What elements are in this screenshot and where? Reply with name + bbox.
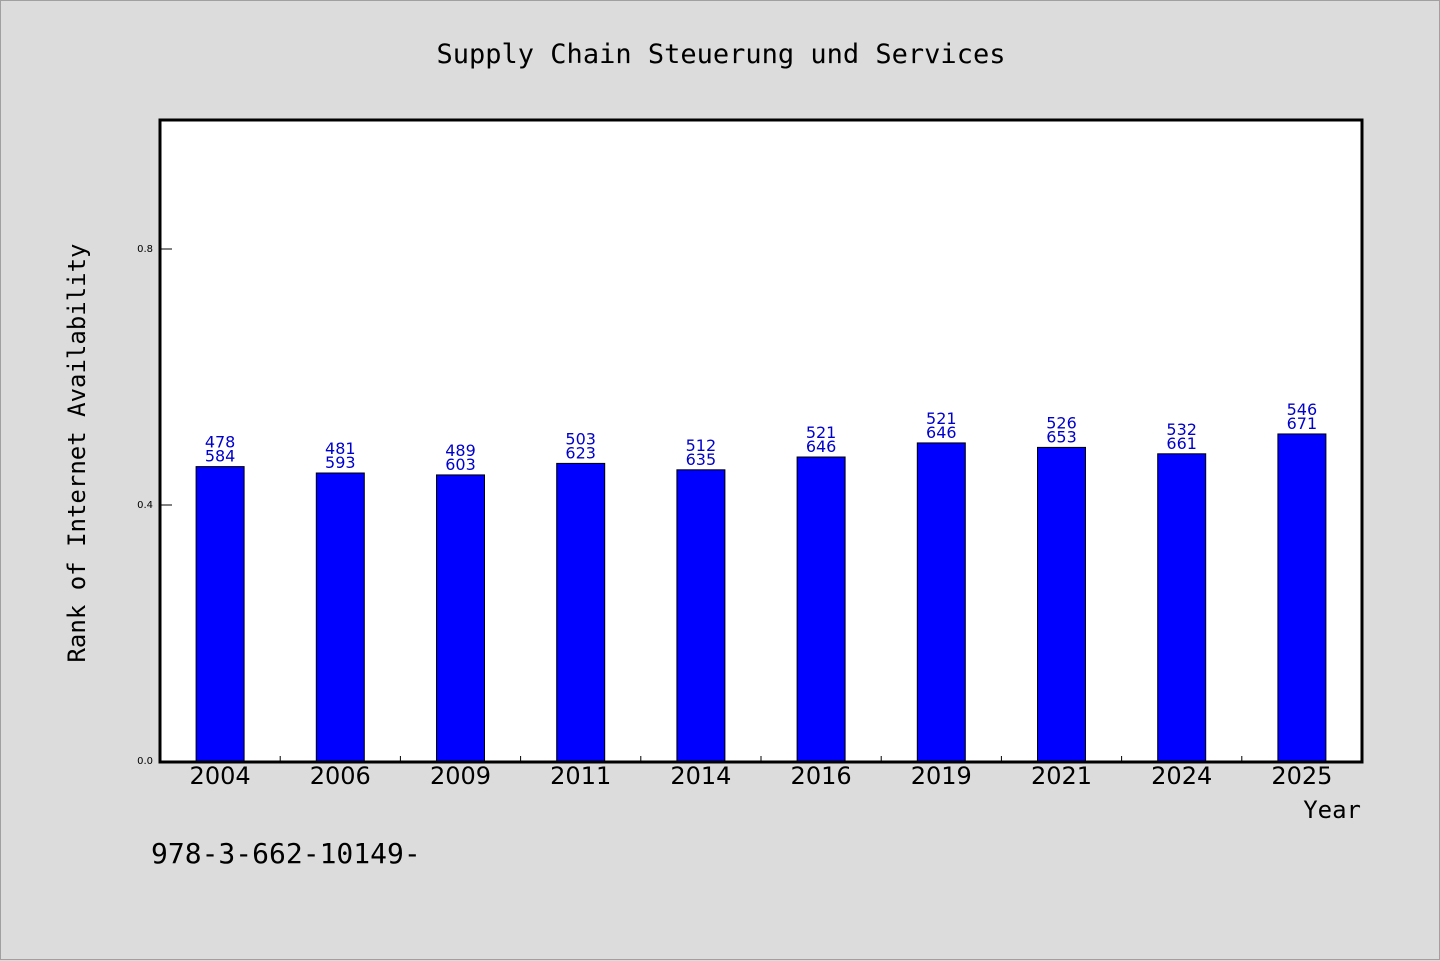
- bar-2025: [1277, 433, 1327, 762]
- isbn-footer: 978-3-662-10149-: [151, 837, 421, 870]
- data-label-top-2004: 478: [205, 433, 236, 452]
- bar-2019: [916, 442, 966, 762]
- y-axis-label: Rank of Internet Availability: [63, 243, 91, 662]
- y-tick-label-0.8: 0.8: [137, 244, 153, 255]
- y-tick-label-0.4: 0.4: [137, 500, 153, 511]
- chart-title: Supply Chain Steuerung und Services: [437, 39, 1006, 70]
- x-tick-label-2014: 2014: [670, 762, 731, 790]
- bar-2006: [315, 472, 365, 762]
- bar-2014: [676, 469, 726, 762]
- bars-layer: [195, 433, 1327, 762]
- data-label-bottom-2004: 584: [205, 447, 236, 466]
- x-tick-label-2025: 2025: [1271, 762, 1332, 790]
- x-tick-label-2019: 2019: [911, 762, 972, 790]
- data-label-top-2021: 526: [1046, 413, 1077, 432]
- data-label-bottom-2024: 661: [1166, 434, 1197, 453]
- x-axis-label: Year: [1303, 796, 1361, 824]
- x-tick-label-2009: 2009: [430, 762, 491, 790]
- data-label-top-2019: 521: [926, 409, 957, 428]
- x-tick-label-2016: 2016: [791, 762, 852, 790]
- x-tick-label-2011: 2011: [550, 762, 611, 790]
- bar-2009: [436, 474, 485, 762]
- y-tick-label-0.0: 0.0: [137, 756, 153, 767]
- data-label-bottom-2014: 635: [686, 450, 717, 469]
- x-axis-ticks: 2004 2006 2009 2011 2014 2016 2019 2021 2024 2025: [190, 756, 1332, 790]
- data-label-bottom-2019: 646: [926, 423, 957, 442]
- x-tick-label-2004: 2004: [190, 762, 251, 790]
- x-tick-label-2006: 2006: [310, 762, 371, 790]
- data-label-top-2014: 512: [686, 436, 717, 455]
- bar-2004: [195, 466, 245, 762]
- data-label-top-2025: 546: [1287, 400, 1318, 419]
- data-label-top-2016: 521: [806, 423, 837, 442]
- data-label-top-2024: 532: [1166, 420, 1197, 439]
- bar-2016: [796, 456, 846, 762]
- data-label-top-2009: 489: [445, 441, 476, 460]
- data-label-bottom-2006: 593: [325, 453, 356, 472]
- bar-2024: [1157, 453, 1207, 762]
- data-label-top-2011: 503: [565, 429, 596, 448]
- bar-2011: [556, 462, 606, 762]
- data-label-bottom-2016: 646: [806, 437, 837, 456]
- x-tick-label-2021: 2021: [1031, 762, 1092, 790]
- x-tick-label-2024: 2024: [1151, 762, 1212, 790]
- data-label-bottom-2025: 671: [1287, 414, 1318, 433]
- data-label-top-2006: 481: [325, 439, 356, 458]
- bar-2021: [1037, 446, 1086, 762]
- data-label-bottom-2021: 653: [1046, 427, 1077, 446]
- data-label-bottom-2009: 603: [445, 455, 476, 474]
- plot-frame: [158, 118, 1364, 764]
- data-label-bottom-2011: 623: [565, 443, 596, 462]
